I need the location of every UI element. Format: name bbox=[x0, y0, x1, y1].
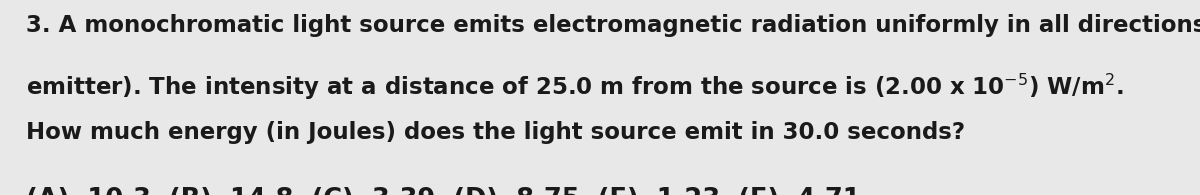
Text: (A)  10.3  (B)  14.8  (C)  3.39  (D)  8.75  (E)  1.23  (F)  4.71: (A) 10.3 (B) 14.8 (C) 3.39 (D) 8.75 (E) … bbox=[26, 187, 862, 195]
Text: 3. A monochromatic light source emits electromagnetic radiation uniformly in all: 3. A monochromatic light source emits el… bbox=[26, 14, 1200, 37]
Text: emitter). The intensity at a distance of 25.0 m from the source is (2.00 x 10$^{: emitter). The intensity at a distance of… bbox=[26, 72, 1124, 102]
Text: How much energy (in Joules) does the light source emit in 30.0 seconds?: How much energy (in Joules) does the lig… bbox=[26, 121, 966, 144]
